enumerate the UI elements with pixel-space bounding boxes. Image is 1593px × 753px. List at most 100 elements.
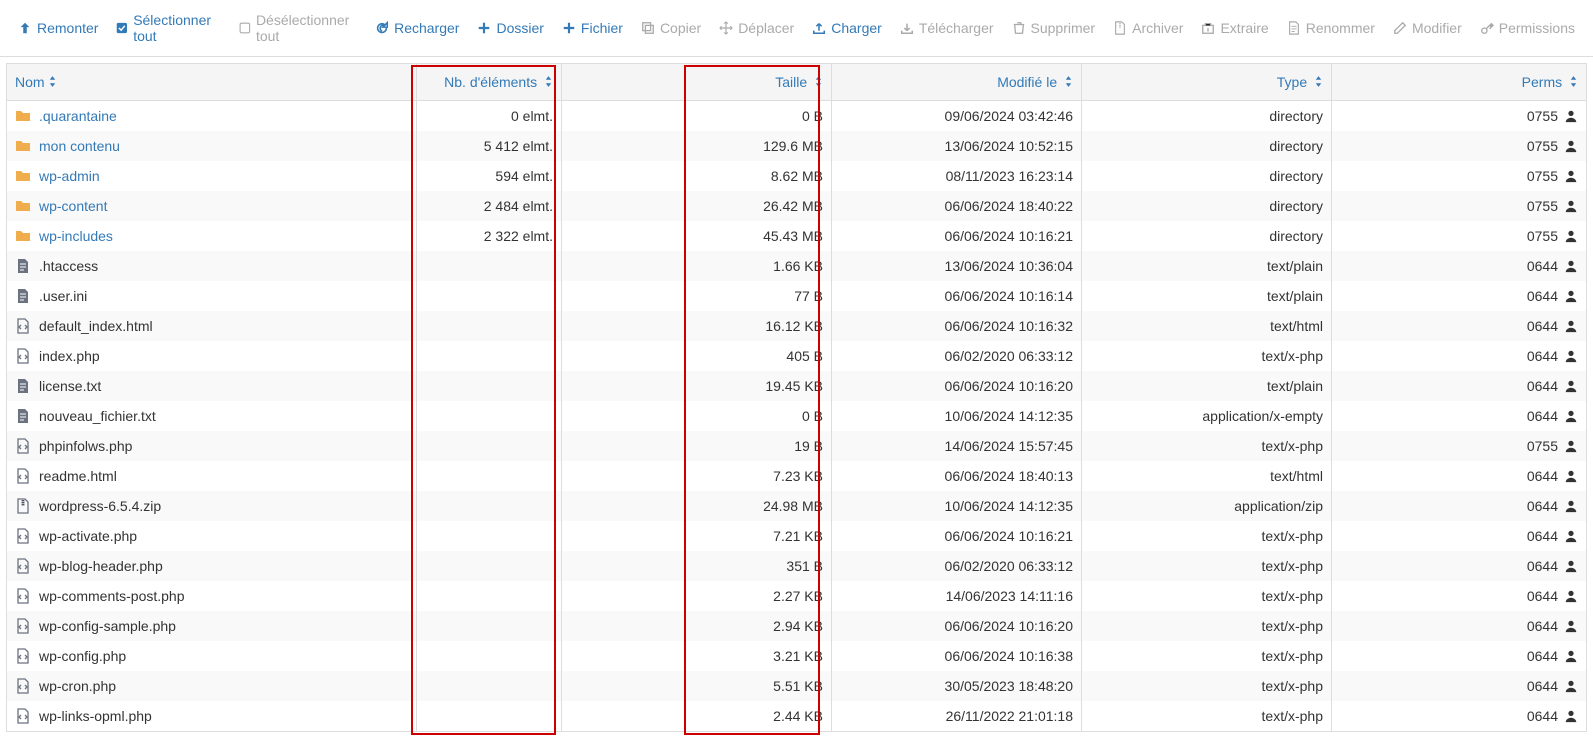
file-name: readme.html	[39, 468, 117, 484]
file-button[interactable]: Fichier	[554, 8, 631, 48]
table-row[interactable]: wordpress-6.5.4.zip24.98 MB10/06/2024 14…	[7, 491, 1587, 521]
cell-size: 19.45 KB	[562, 371, 832, 401]
delete-button: Supprimer	[1004, 8, 1104, 48]
cell-modified: 06/06/2024 10:16:14	[832, 281, 1082, 311]
file-name[interactable]: mon contenu	[39, 138, 120, 154]
table-row[interactable]: default_index.html16.12 KB06/06/2024 10:…	[7, 311, 1587, 341]
cell-type: text/x-php	[1082, 341, 1332, 371]
toolbar-label: Charger	[831, 20, 882, 36]
cell-size: 129.6 MB	[562, 131, 832, 161]
toolbar-label: Supprimer	[1031, 20, 1096, 36]
table-row[interactable]: license.txt19.45 KB06/06/2024 10:16:20te…	[7, 371, 1587, 401]
cell-items: 2 322 elmt.	[417, 221, 562, 251]
cell-modified: 26/11/2022 21:01:18	[832, 701, 1082, 732]
user-icon	[1564, 259, 1578, 273]
file-name: wp-blog-header.php	[39, 558, 163, 574]
cell-modified: 06/06/2024 10:16:38	[832, 641, 1082, 671]
table-row[interactable]: index.php405 B06/02/2020 06:33:12text/x-…	[7, 341, 1587, 371]
cell-perms: 0644	[1332, 581, 1587, 611]
cell-perms: 0755	[1332, 191, 1587, 221]
cell-type: text/x-php	[1082, 521, 1332, 551]
rename-button: Renommer	[1279, 8, 1383, 48]
cell-modified: 10/06/2024 14:12:35	[832, 401, 1082, 431]
table-row[interactable]: wp-links-opml.php2.44 KB26/11/2022 21:01…	[7, 701, 1587, 732]
folder-button[interactable]: Dossier	[469, 8, 551, 48]
col-header-modified[interactable]: Modifié le	[832, 64, 1082, 101]
toolbar-label: Copier	[660, 20, 701, 36]
file-name: default_index.html	[39, 318, 153, 334]
toolbar-label: Sélectionner tout	[133, 12, 221, 44]
cell-perms: 0644	[1332, 461, 1587, 491]
cell-items	[417, 551, 562, 581]
table-row[interactable]: wp-admin594 elmt.8.62 MB08/11/2023 16:23…	[7, 161, 1587, 191]
table-row[interactable]: phpinfolws.php19 B14/06/2024 15:57:45tex…	[7, 431, 1587, 461]
cell-type: application/zip	[1082, 491, 1332, 521]
table-row[interactable]: wp-config.php3.21 KB06/06/2024 10:16:38t…	[7, 641, 1587, 671]
file-name[interactable]: wp-admin	[39, 168, 100, 184]
cell-type: text/x-php	[1082, 641, 1332, 671]
table-row[interactable]: nouveau_fichier.txt0 B10/06/2024 14:12:3…	[7, 401, 1587, 431]
table-row[interactable]: wp-activate.php7.21 KB06/06/2024 10:16:2…	[7, 521, 1587, 551]
cell-items	[417, 611, 562, 641]
cell-items	[417, 281, 562, 311]
cell-items	[417, 431, 562, 461]
cell-size: 2.94 KB	[562, 611, 832, 641]
pencil-icon	[1393, 21, 1407, 35]
cell-modified: 06/06/2024 18:40:22	[832, 191, 1082, 221]
file-name: wp-config.php	[39, 648, 126, 664]
toolbar-label: Remonter	[37, 20, 98, 36]
cell-modified: 14/06/2023 14:11:16	[832, 581, 1082, 611]
toolbar-label: Permissions	[1499, 20, 1575, 36]
table-row[interactable]: .quarantaine0 elmt.0 B09/06/2024 03:42:4…	[7, 101, 1587, 132]
toolbar-label: Désélectionner tout	[256, 12, 357, 44]
file-name: wp-comments-post.php	[39, 588, 185, 604]
cell-perms: 0644	[1332, 551, 1587, 581]
col-header-name[interactable]: Nom	[7, 64, 417, 101]
table-row[interactable]: wp-cron.php5.51 KB30/05/2023 18:48:20tex…	[7, 671, 1587, 701]
file-name[interactable]: wp-includes	[39, 228, 113, 244]
cell-items	[417, 371, 562, 401]
table-row[interactable]: .user.ini77 B06/06/2024 10:16:14text/pla…	[7, 281, 1587, 311]
cell-perms: 0755	[1332, 131, 1587, 161]
col-header-perms[interactable]: Perms	[1332, 64, 1587, 101]
cell-modified: 09/06/2024 03:42:46	[832, 101, 1082, 132]
cell-size: 19 B	[562, 431, 832, 461]
file-name[interactable]: wp-content	[39, 198, 107, 214]
table-row[interactable]: readme.html7.23 KB06/06/2024 18:40:13tex…	[7, 461, 1587, 491]
edit-button: Modifier	[1385, 8, 1470, 48]
upload-button[interactable]: Charger	[804, 8, 890, 48]
file-name[interactable]: .quarantaine	[39, 108, 117, 124]
table-row[interactable]: mon contenu5 412 elmt.129.6 MB13/06/2024…	[7, 131, 1587, 161]
col-header-size[interactable]: Taille	[562, 64, 832, 101]
col-header-type[interactable]: Type	[1082, 64, 1332, 101]
folder-icon	[15, 138, 31, 154]
cell-modified: 06/06/2024 10:16:20	[832, 611, 1082, 641]
table-row[interactable]: .htaccess1.66 KB13/06/2024 10:36:04text/…	[7, 251, 1587, 281]
cell-type: text/x-php	[1082, 551, 1332, 581]
file-text-icon	[15, 378, 31, 394]
cell-perms: 0755	[1332, 431, 1587, 461]
selectall-button[interactable]: Sélectionner tout	[108, 8, 229, 48]
table-row[interactable]: wp-comments-post.php2.27 KB14/06/2023 14…	[7, 581, 1587, 611]
user-icon	[1564, 109, 1578, 123]
cell-type: text/x-php	[1082, 581, 1332, 611]
col-header-items[interactable]: Nb. d'éléments	[417, 64, 562, 101]
header-row: Nom Nb. d'éléments Taille Modifié le Typ…	[7, 64, 1587, 101]
table-row[interactable]: wp-includes2 322 elmt.45.43 MB06/06/2024…	[7, 221, 1587, 251]
cell-perms: 0644	[1332, 281, 1587, 311]
archive-button: Archiver	[1105, 8, 1191, 48]
cell-type: text/x-php	[1082, 701, 1332, 732]
reload-button[interactable]: Recharger	[367, 8, 467, 48]
table-row[interactable]: wp-config-sample.php2.94 KB06/06/2024 10…	[7, 611, 1587, 641]
file-table-wrapper: Nom Nb. d'éléments Taille Modifié le Typ…	[0, 57, 1593, 738]
table-row[interactable]: wp-blog-header.php351 B06/02/2020 06:33:…	[7, 551, 1587, 581]
up-button[interactable]: Remonter	[10, 8, 106, 48]
toolbar-label: Déplacer	[738, 20, 794, 36]
table-row[interactable]: wp-content2 484 elmt.26.42 MB06/06/2024 …	[7, 191, 1587, 221]
cell-items: 2 484 elmt.	[417, 191, 562, 221]
cell-size: 7.23 KB	[562, 461, 832, 491]
cell-modified: 14/06/2024 15:57:45	[832, 431, 1082, 461]
cell-items	[417, 641, 562, 671]
file-code-icon	[15, 468, 31, 484]
toolbar-label: Fichier	[581, 20, 623, 36]
